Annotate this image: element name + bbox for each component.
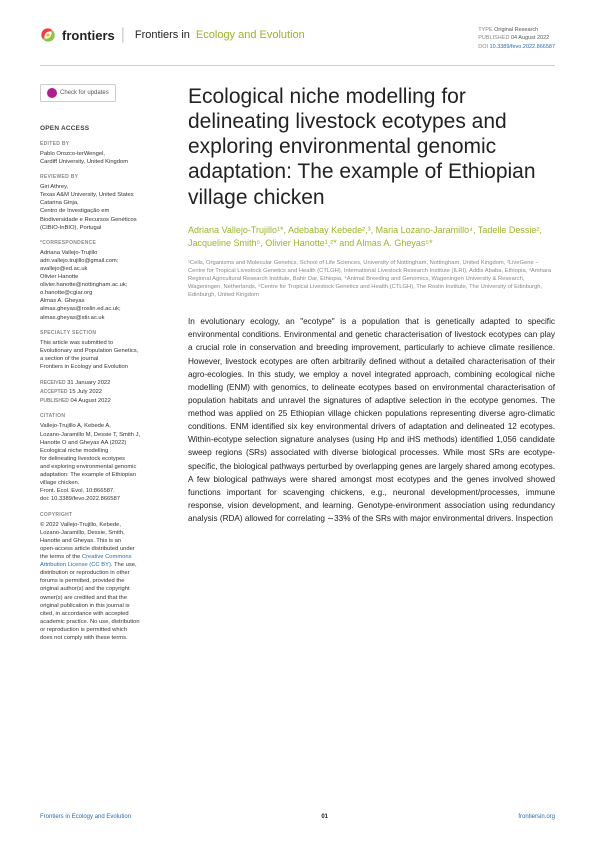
journal-name-prefix: Frontiers in xyxy=(135,29,190,41)
main-column: Ecological niche modelling for delineati… xyxy=(188,84,555,643)
abstract-text: In evolutionary ecology, an "ecotype" is… xyxy=(188,315,555,525)
frontiers-logo-icon xyxy=(40,27,56,43)
reviewed-by-text: Giri Athrey, Texas A&M University, Unite… xyxy=(40,183,168,232)
doi-link[interactable]: 10.3389/fevo.2022.866587 xyxy=(490,44,555,50)
open-access-heading: OPEN ACCESS xyxy=(40,124,168,133)
specialty-text: This article was submitted to Evolutiona… xyxy=(40,339,168,371)
specialty-heading: SPECIALTY SECTION xyxy=(40,330,168,337)
edited-by-text: Pablo Orozco-terWengel, Cardiff Universi… xyxy=(40,150,168,166)
affiliations-text: ¹Cells, Organisms and Molecular Genetics… xyxy=(188,259,555,300)
accepted-line: ACCEPTED 15 July 2022 xyxy=(40,388,168,396)
copyright-text: © 2022 Vallejo-Trujillo, Kebede, Lozano-… xyxy=(40,521,168,643)
check-updates-icon xyxy=(47,88,57,98)
check-updates-label: Check for updates xyxy=(60,89,109,97)
edited-by-heading: EDITED BY xyxy=(40,141,168,148)
citation-heading: CITATION xyxy=(40,413,168,420)
authors-list: Adriana Vallejo-Trujillo¹*, Adebabay Keb… xyxy=(188,224,555,251)
sidebar: Check for updates OPEN ACCESS EDITED BY … xyxy=(40,84,168,643)
published-line: PUBLISHED 04 August 2022 xyxy=(40,397,168,405)
footer-journal-link[interactable]: Frontiers in Ecology and Evolution xyxy=(40,814,131,820)
reviewed-by-heading: REVIEWED BY xyxy=(40,174,168,181)
correspondence-heading: *CORRESPONDENCE xyxy=(40,240,168,247)
footer: Frontiers in Ecology and Evolution 01 fr… xyxy=(40,814,555,820)
footer-site-link[interactable]: frontiersin.org xyxy=(518,814,555,820)
check-updates-button[interactable]: Check for updates xyxy=(40,84,116,102)
journal-name-suffix: Ecology and Evolution xyxy=(196,29,305,41)
correspondence-text: Adriana Vallejo-Trujillo adri.vallejo.tr… xyxy=(40,249,168,322)
citation-text: Vallejo-Trujillo A, Kebede A, Lozano-Jar… xyxy=(40,422,168,503)
article-title: Ecological niche modelling for delineati… xyxy=(188,84,555,210)
article-meta: TYPE Original Research PUBLISHED 04 Augu… xyxy=(478,26,555,51)
copyright-heading: COPYRIGHT xyxy=(40,512,168,519)
page-number: 01 xyxy=(321,814,328,820)
received-line: RECEIVED 31 January 2022 xyxy=(40,379,168,387)
frontiers-word: frontiers xyxy=(62,28,115,43)
logo-block: frontiers | Frontiers in Ecology and Evo… xyxy=(40,26,305,44)
